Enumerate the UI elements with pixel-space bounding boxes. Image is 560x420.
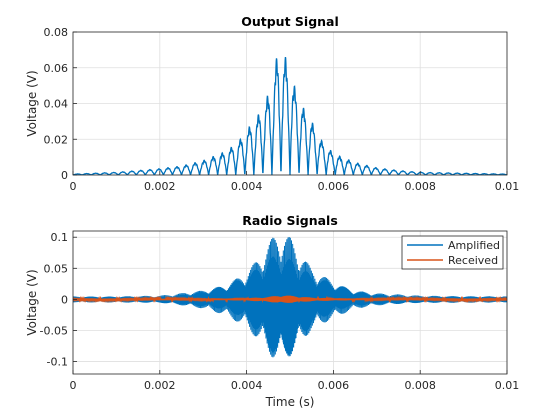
radio-signals-ticks: 0 0.002 0.004 0.006 0.008 0.01 0.1 0.05 0 -0.05 -0… (40, 231, 520, 392)
radio-signals-legend: Amplified Received (401, 235, 504, 270)
radio-signals-axes: 0 0.002 0.004 0.006 0.008 0.01 0.1 0.05 0 -0.05 -0… (25, 213, 519, 409)
radio-signals-frame (72, 230, 508, 375)
radio-signals-title: Radio Signals (242, 213, 338, 228)
y-tick-label: 0.06 (44, 62, 69, 75)
x-tick-label: 0.008 (404, 379, 436, 392)
output-signal-axes: 0 0.002 0.004 0.006 0.008 0.01 0 0.02 0.04 0.06 0.… (25, 14, 519, 193)
legend-box (401, 235, 504, 270)
y-tick-label: -0.05 (40, 324, 68, 337)
y-tick-label: 0 (61, 169, 68, 182)
x-tick-label: 0 (70, 379, 77, 392)
x-tick-label: 0.01 (495, 379, 520, 392)
y-tick-label: -0.1 (47, 356, 68, 369)
x-tick-label: 0.004 (231, 379, 263, 392)
y-tick-label: 0.02 (44, 133, 69, 146)
x-tick-label: 0.008 (404, 180, 436, 193)
radio-signals-series (73, 236, 507, 358)
x-tick-label: 0.006 (318, 379, 350, 392)
x-tick-label: 0.002 (144, 379, 176, 392)
y-tick-label: 0.1 (51, 231, 69, 244)
y-tick-label: 0.04 (44, 98, 69, 111)
x-tick-label: 0.01 (495, 180, 520, 193)
x-tick-label: 0.006 (318, 180, 350, 193)
x-tick-label: 0.004 (231, 180, 263, 193)
output-signal-ticks: 0 0.002 0.004 0.006 0.008 0.01 0 0.02 0.04 0.06 0.… (44, 26, 520, 193)
legend-label-amplified: Amplified (448, 239, 500, 252)
y-tick-label: 0 (61, 293, 68, 306)
radio-signals-ylabel: Voltage (V) (25, 269, 39, 335)
x-tick-label: 0.002 (144, 180, 176, 193)
y-tick-label: 0.05 (44, 262, 69, 275)
output-signal-ylabel: Voltage (V) (25, 70, 39, 136)
y-tick-label: 0.08 (44, 26, 69, 39)
output-signal-title: Output Signal (241, 14, 339, 29)
radio-signals-xlabel: Time (s) (265, 395, 315, 409)
legend-label-received: Received (448, 254, 498, 267)
x-tick-label: 0 (70, 180, 77, 193)
series-received (73, 295, 507, 304)
